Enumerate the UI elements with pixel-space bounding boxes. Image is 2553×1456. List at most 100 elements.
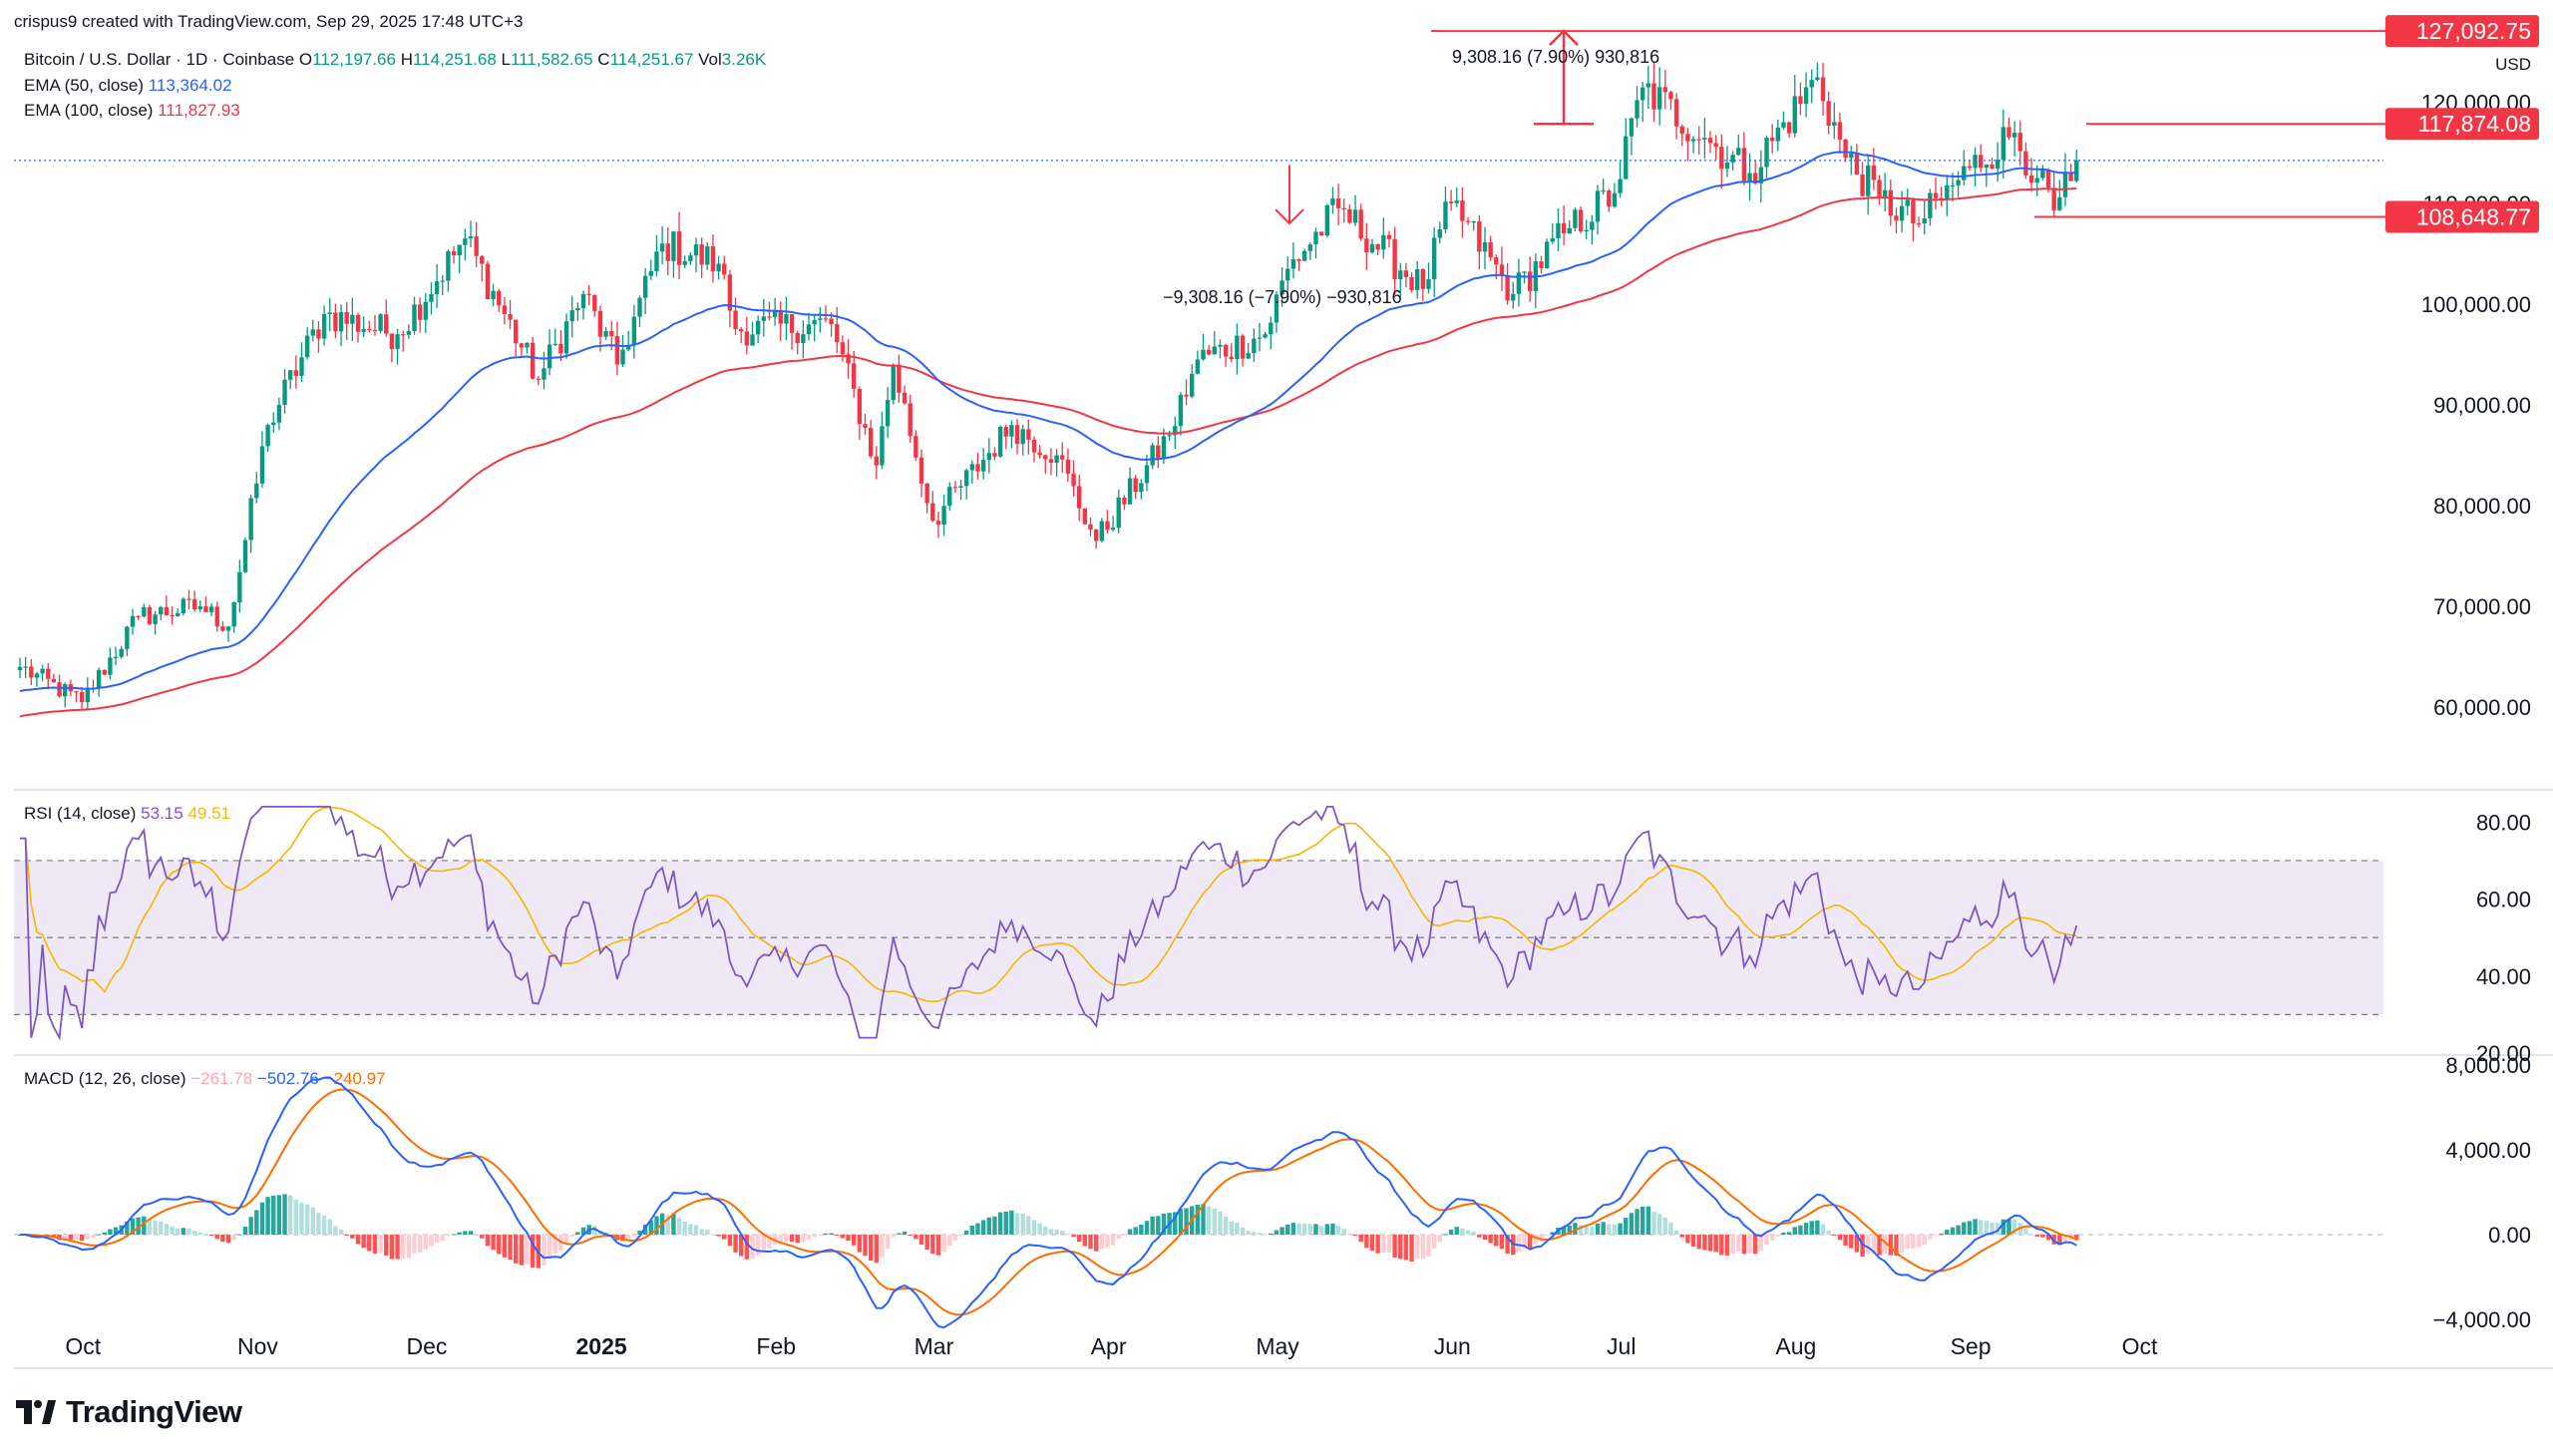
macd-hist-bar — [1922, 1235, 1927, 1246]
macd-hist-bar — [1060, 1231, 1065, 1235]
candle-body — [282, 379, 287, 405]
time-tick-label: Oct — [65, 1333, 101, 1359]
macd-hist-bar — [997, 1212, 1003, 1235]
candle-body — [1854, 153, 1860, 175]
macd-hist-bar — [1009, 1210, 1014, 1235]
candle-body — [547, 344, 552, 369]
macd-hist-bar — [176, 1228, 181, 1235]
time-tick-label: Feb — [756, 1333, 796, 1359]
macd-hist-bar — [1967, 1221, 1973, 1235]
macd-hist-bar — [1877, 1235, 1882, 1256]
macd-hist-bar — [231, 1235, 236, 1241]
tradingview-logo[interactable]: TradingView — [16, 1394, 242, 1430]
macd-hist-bar — [1420, 1235, 1426, 1260]
candle-body — [1122, 497, 1127, 505]
macd-hist-bar — [423, 1235, 428, 1250]
macd-hist-bar — [147, 1219, 153, 1235]
macd-hist-bar — [1099, 1235, 1104, 1250]
macd-hist-bar — [1392, 1235, 1397, 1258]
candle-body — [980, 460, 986, 472]
candle-body — [1454, 200, 1459, 203]
high-value: 114,251.68 — [412, 50, 497, 69]
macd-hist-bar — [682, 1222, 687, 1235]
candle-body — [1026, 429, 1031, 440]
macd-hist-bar — [1037, 1223, 1042, 1235]
candle-body — [130, 615, 136, 627]
macd-hist-bar — [1477, 1235, 1482, 1238]
candle-body — [23, 666, 28, 668]
macd-hist-bar — [1206, 1206, 1212, 1235]
candle-body — [1769, 138, 1775, 142]
macd-hist-bar — [637, 1231, 642, 1235]
macd-hist-bar — [563, 1235, 569, 1244]
macd-hist-bar — [1668, 1222, 1673, 1235]
candle-body — [1465, 220, 1471, 222]
macd-hist-bar — [1116, 1235, 1121, 1240]
candle-body — [1048, 459, 1054, 464]
candle-body — [2062, 172, 2068, 197]
macd-hist-bar — [1539, 1235, 1544, 1243]
candle-body — [1775, 127, 1780, 142]
candle-body — [1494, 257, 1499, 265]
macd-hist-bar — [1911, 1235, 1916, 1249]
macd-hist-bar — [125, 1221, 130, 1235]
candle-body — [434, 281, 440, 295]
macd-hist-bar — [705, 1230, 710, 1235]
candle-body — [1899, 205, 1905, 221]
price-tick-label: 60,000.00 — [2433, 695, 2531, 720]
price-level-tag — [2385, 200, 2539, 233]
candle-body — [997, 427, 1003, 457]
candle-body — [1161, 436, 1167, 460]
candle-body — [457, 244, 462, 255]
macd-hist-bar — [1161, 1213, 1167, 1235]
candle-body — [818, 318, 823, 320]
macd-hist-bar — [321, 1215, 327, 1235]
macd-hist-bar — [857, 1235, 863, 1253]
candle-body — [1673, 99, 1679, 127]
candle-body — [620, 349, 625, 365]
candle-body — [1139, 483, 1144, 493]
macd-hist-bar — [1443, 1234, 1448, 1236]
candle-body — [868, 428, 874, 457]
macd-hist-bar — [1612, 1224, 1618, 1235]
candle-body — [1984, 164, 1990, 169]
candle-body — [744, 331, 750, 346]
macd-hist-bar — [1882, 1235, 1888, 1255]
macd-hist-bar — [417, 1235, 423, 1253]
candle-body — [626, 344, 631, 350]
candle-body — [1641, 87, 1645, 101]
candle-body — [1127, 478, 1133, 505]
macd-hist-bar — [1296, 1223, 1301, 1235]
macd-hist-bar — [964, 1230, 969, 1235]
macd-hist-bar — [299, 1202, 304, 1235]
macd-hist-bar — [1302, 1223, 1307, 1235]
macd-hist-bar — [254, 1210, 259, 1235]
macd-hist-bar — [508, 1235, 513, 1261]
candle-body — [361, 328, 366, 332]
rsi-label: RSI (14, close) — [24, 804, 137, 823]
macd-hist-bar — [355, 1235, 361, 1245]
candle-body — [1832, 122, 1837, 126]
macd-hist-bar — [338, 1230, 344, 1235]
ema100-line — [19, 186, 2077, 718]
high-label: H — [400, 50, 413, 69]
macd-hist-bar — [525, 1235, 530, 1265]
candle-body — [468, 236, 474, 239]
macd-hist-bar — [969, 1225, 975, 1235]
macd-hist-bar — [2023, 1229, 2028, 1235]
macd-hist-bar — [835, 1235, 840, 1236]
macd-hist-bar — [755, 1235, 761, 1256]
candle-body — [1573, 209, 1578, 228]
macd-hist-bar — [497, 1235, 502, 1255]
candle-body — [1690, 139, 1696, 142]
candle-body — [1741, 148, 1747, 182]
macd-hist-bar — [203, 1234, 208, 1236]
candle-body — [46, 668, 51, 679]
macd-hist-bar — [580, 1227, 586, 1235]
macd-hist-bar — [361, 1235, 366, 1249]
price-tick-label: 80,000.00 — [2433, 494, 2531, 519]
macd-hist-bar — [1662, 1217, 1667, 1235]
macd-hist-bar — [74, 1235, 79, 1241]
candle-body — [497, 290, 502, 306]
